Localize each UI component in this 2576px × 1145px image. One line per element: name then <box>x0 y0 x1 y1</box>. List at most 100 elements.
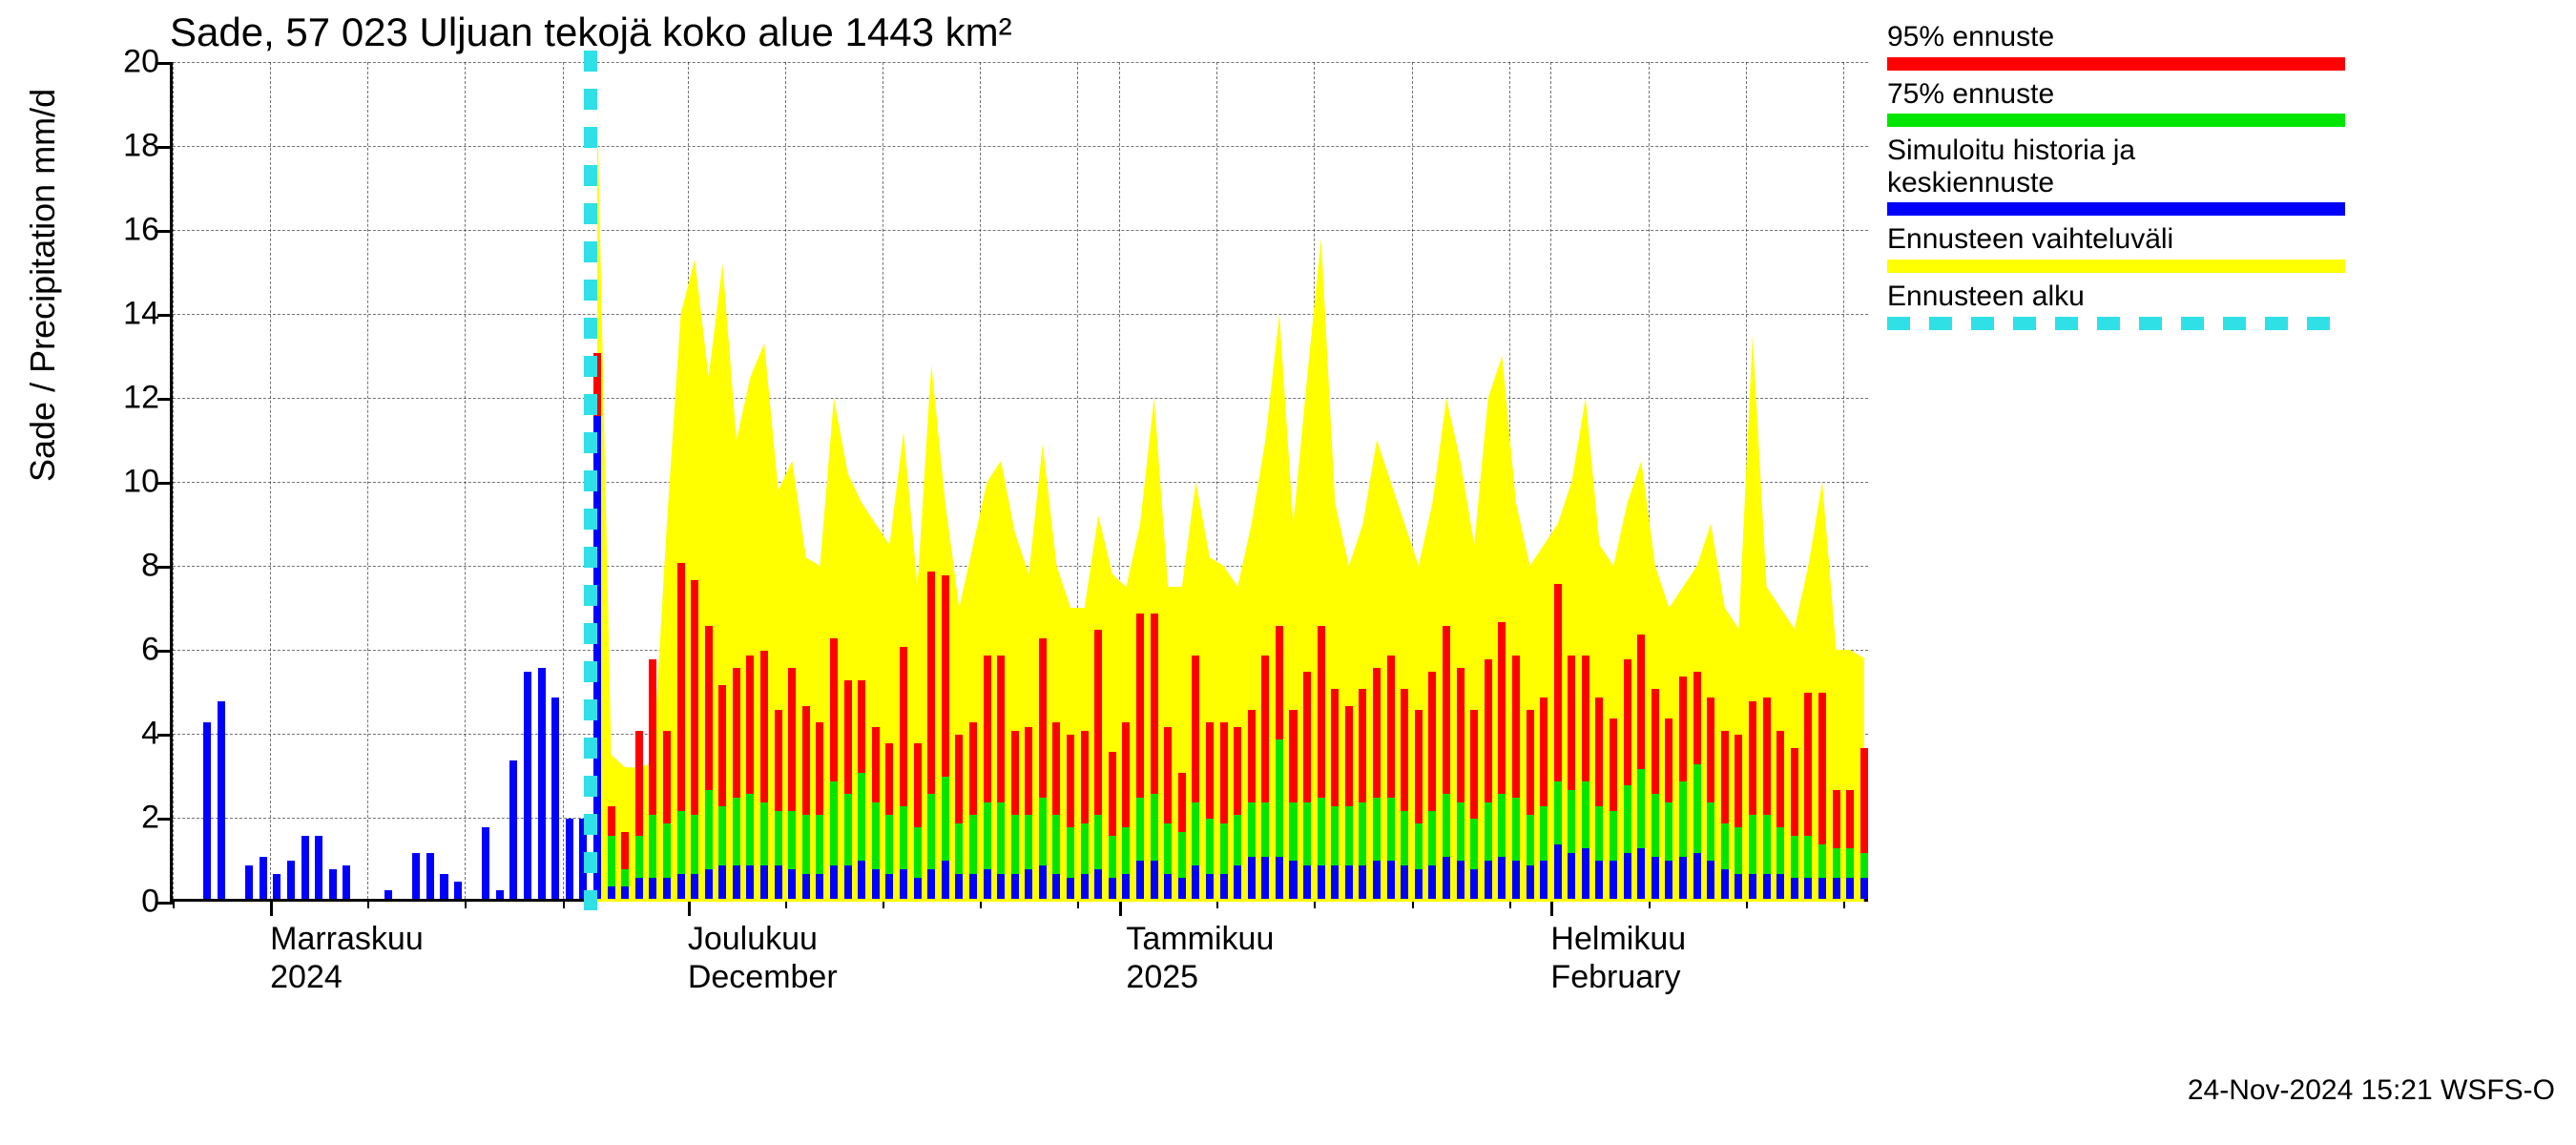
legend-label: 75% ennuste <box>1887 78 2364 111</box>
bar-observed <box>245 865 253 899</box>
ytick-label: 16 <box>123 212 173 249</box>
bar-observed <box>509 760 517 899</box>
bar-median <box>1289 861 1297 899</box>
month-label-fi: Tammikuu <box>1126 920 1274 958</box>
bar-median <box>1052 874 1060 899</box>
bar-median <box>1318 865 1325 899</box>
bar-observed <box>203 722 211 899</box>
plot-area: 02468101214161820Marraskuu2024JoulukuuDe… <box>170 62 1868 902</box>
bar-median <box>1136 861 1144 899</box>
bar-median <box>1109 878 1116 899</box>
legend-label: Simuloitu historia jakeskiennuste <box>1887 135 2364 198</box>
bar-median <box>1568 853 1575 899</box>
bar-median <box>1735 874 1742 899</box>
bar-median <box>1415 869 1423 899</box>
bar-observed <box>482 827 489 899</box>
bar-median <box>788 869 796 899</box>
bar-median <box>900 869 907 899</box>
bar-median <box>1164 874 1172 899</box>
bar-median <box>1081 874 1089 899</box>
bar-median <box>1749 874 1756 899</box>
chart-title: Sade, 57 023 Uljuan tekojä koko alue 144… <box>170 10 1012 55</box>
bar-median <box>914 878 922 899</box>
bar-median <box>1025 869 1032 899</box>
bar-observed <box>551 697 559 899</box>
month-label-en: 2025 <box>1126 958 1274 996</box>
bar-median <box>1206 874 1214 899</box>
range-polygon <box>597 104 1864 902</box>
bar-median <box>1554 844 1562 899</box>
bar-median <box>691 874 698 899</box>
x-month-label: HelmikuuFebruary <box>1550 920 1686 996</box>
legend-swatch <box>1887 202 2345 216</box>
bar-median <box>1679 857 1687 899</box>
bar-median <box>1498 857 1506 899</box>
bar-median <box>621 886 629 899</box>
bar-median <box>760 865 768 899</box>
y-axis-label: Sade / Precipitation mm/d <box>23 89 63 482</box>
bar-observed <box>412 853 420 899</box>
bar-median <box>984 869 991 899</box>
bar-median <box>830 865 838 899</box>
bar-median <box>1776 874 1784 899</box>
bar-median <box>1428 865 1436 899</box>
bar-observed <box>566 819 573 899</box>
bar-median <box>1624 853 1631 899</box>
bar-median <box>733 865 740 899</box>
legend-swatch <box>1887 317 2345 330</box>
ytick-label: 14 <box>123 296 173 333</box>
legend-label: Ennusteen vaihteluväli <box>1887 223 2364 256</box>
bar-median <box>885 874 893 899</box>
bar-median <box>997 874 1005 899</box>
bar-observed <box>538 668 546 899</box>
bar-median <box>1151 861 1158 899</box>
bar-observed <box>440 874 447 899</box>
bar-median <box>1527 865 1534 899</box>
bar-median <box>1234 865 1241 899</box>
bar-median <box>635 878 643 899</box>
chart-root: Sade, 57 023 Uljuan tekojä koko alue 144… <box>0 0 2576 1145</box>
bar-observed <box>496 890 504 899</box>
bar-median <box>1610 861 1617 899</box>
bar-median <box>1846 878 1854 899</box>
bar-observed <box>287 861 295 899</box>
bar-median <box>1804 878 1812 899</box>
timestamp-label: 24-Nov-2024 15:21 WSFS-O <box>2188 1074 2555 1107</box>
bar-observed <box>315 836 322 899</box>
bar-median <box>1707 861 1714 899</box>
legend-item: 75% ennuste <box>1887 78 2364 128</box>
bar-observed <box>218 701 225 899</box>
bar-median <box>1443 857 1450 899</box>
bar-observed <box>454 882 462 899</box>
bar-median <box>1665 861 1672 899</box>
bar-median <box>1470 869 1478 899</box>
bar-observed <box>426 853 434 899</box>
bar-median <box>1860 878 1868 899</box>
ytick-label: 4 <box>141 716 173 753</box>
x-month-label: Tammikuu2025 <box>1126 920 1274 996</box>
legend: 95% ennuste 75% ennuste Simuloitu historia… <box>1887 21 2364 338</box>
bar-observed <box>384 890 392 899</box>
legend-item: Ennusteen alku <box>1887 281 2364 330</box>
legend-item: 95% ennuste <box>1887 21 2364 71</box>
bar-median <box>1818 878 1826 899</box>
bar-median <box>1373 861 1381 899</box>
bar-median <box>1485 861 1492 899</box>
legend-swatch <box>1887 57 2345 71</box>
month-label-fi: Joulukuu <box>688 920 838 958</box>
bar-observed <box>273 874 280 899</box>
bar-median <box>649 878 656 899</box>
bar-observed <box>301 836 309 899</box>
bar-median <box>1595 861 1603 899</box>
bar-median <box>1276 857 1283 899</box>
bar-observed <box>343 865 350 899</box>
bar-median <box>775 865 782 899</box>
legend-swatch <box>1887 260 2345 273</box>
bar-median <box>1303 865 1311 899</box>
bar-median <box>1122 874 1130 899</box>
bar-median <box>1039 865 1047 899</box>
bar-median <box>1067 878 1074 899</box>
bar-median <box>872 869 880 899</box>
bar-median <box>1833 878 1840 899</box>
bar-median <box>1791 878 1798 899</box>
